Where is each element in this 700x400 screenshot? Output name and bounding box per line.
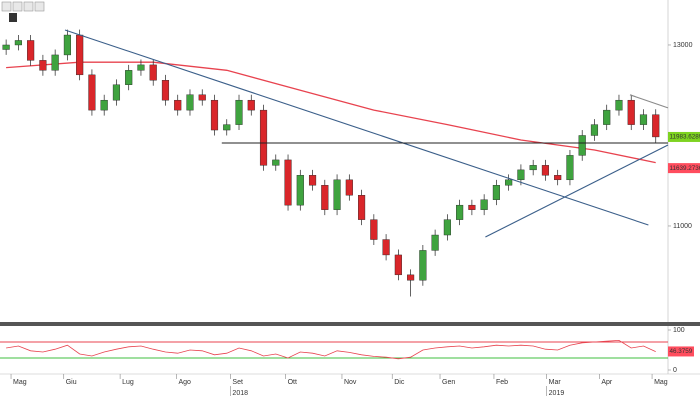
candle-body [382,239,390,256]
candle-body [615,99,623,111]
x-tick-label: Dic [394,379,405,386]
candle-body [603,109,611,125]
candle-body [39,60,47,71]
candle-body [2,44,10,50]
year-tick-label: 2018 [232,390,248,397]
candle-body [51,54,59,71]
candle-body [259,109,268,166]
candle-body [468,204,476,210]
tool-button[interactable] [23,1,34,12]
candle-body [14,40,22,46]
candle-body [210,99,219,131]
osc-tag-label: 46.3759 [670,348,693,355]
moving-average [6,61,656,164]
trend-line [64,29,649,226]
candle-body [505,179,513,186]
candle-body [308,175,317,186]
osc-tick-label: 0 [673,367,677,374]
x-tick-label: Feb [496,379,508,386]
candle-body [345,179,353,196]
trend-line [485,144,669,238]
candle-body [652,114,660,138]
candle-body [296,175,304,206]
candle-body [333,179,341,210]
candle-body [223,124,231,131]
tool-button[interactable] [9,13,17,22]
candle-body [284,159,292,206]
x-tick-label: Lug [122,379,134,386]
x-tick-label: Gen [442,379,455,386]
candle-body [456,204,464,220]
candle-body [186,94,194,111]
candle-body [137,64,145,71]
candle-body [76,34,84,76]
price-tag-label: 11983.6289 [670,134,700,141]
x-tick-label: Mar [549,379,562,386]
panel-separator [0,322,700,326]
candle-body [174,99,182,111]
candle-body [358,195,366,220]
candle-body [566,155,574,181]
year-tick-label: 2019 [549,390,565,397]
x-tick-label: Ott [288,379,297,386]
x-tick-label: Mag [13,379,27,386]
candle-body [419,250,427,281]
tool-button[interactable] [1,1,12,12]
candle-body [541,165,550,176]
candle-body [161,80,170,101]
osc-tick-label: 100 [673,327,685,334]
price-tag [668,163,700,174]
oscillator-line [6,339,656,360]
candle-body [235,99,243,125]
candle-body [27,40,35,61]
candle-body [529,165,537,171]
candle-body [100,99,108,111]
x-tick-label: Mag [654,379,668,386]
y-tick-label: 11000 [673,223,692,230]
x-tick-label: Apr [601,379,613,386]
candle-body [492,185,500,200]
candle-body [112,84,121,101]
candle-body [639,114,648,125]
trend-line [629,94,669,109]
tool-button[interactable] [34,1,45,12]
candle-body [149,64,157,81]
candle-body [517,169,525,181]
candle-body [554,175,562,181]
candle-body [431,234,439,251]
candle-body [88,74,96,111]
candle-body [272,159,280,166]
candle-body [321,185,329,210]
candle-body [407,274,415,281]
candle-body [590,124,599,136]
y-tick-label: 13000 [673,42,693,49]
price-tag [668,131,700,142]
x-tick-label: Ago [178,379,191,386]
x-tick-label: Set [232,379,243,386]
candle-body [370,219,378,240]
candle-body [125,70,133,85]
osc-tag [668,346,694,357]
candle-body [247,99,255,111]
toolbar [1,1,45,22]
candle-body [443,219,451,236]
candle-body [480,199,488,210]
candle-body [394,254,402,276]
candle-body [578,135,586,156]
candle-body [63,34,71,56]
x-tick-label: Nov [344,379,357,386]
candle-body [198,94,206,101]
x-tick-label: Giu [66,379,77,386]
price-tag-label: 11639.2736 [670,165,700,172]
tool-button[interactable] [12,1,23,12]
candle-body [627,99,635,125]
